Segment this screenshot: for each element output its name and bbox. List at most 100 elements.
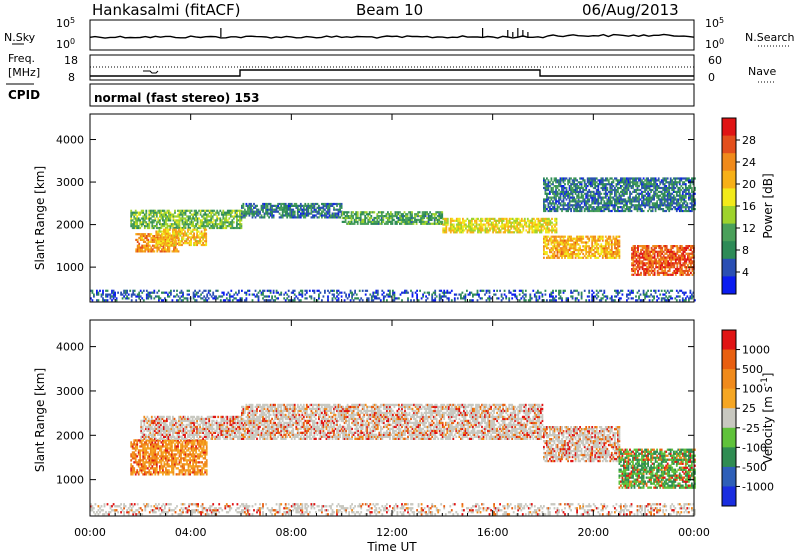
data-cell: [349, 222, 351, 225]
data-cell: [222, 211, 225, 214]
data-cell: [171, 299, 174, 302]
data-cell: [598, 183, 601, 186]
data-cell: [488, 289, 491, 292]
data-cell: [570, 252, 572, 256]
data-cell: [151, 219, 154, 222]
data-cell: [443, 291, 446, 294]
data-cell: [680, 248, 683, 251]
data-cell: [624, 183, 627, 186]
data-cell: [425, 299, 427, 302]
data-cell: [571, 243, 574, 246]
data-cell: [543, 219, 546, 222]
data-cell: [676, 250, 679, 253]
data-cell: [495, 221, 497, 224]
data-cell: [565, 249, 568, 252]
data-cell: [409, 213, 412, 216]
data-cell: [136, 221, 139, 224]
data-cell: [478, 227, 481, 230]
data-cell: [349, 291, 352, 294]
data-cell: [195, 215, 197, 218]
data-cell: [265, 208, 267, 211]
data-cell: [674, 206, 677, 209]
data-cell: [617, 241, 619, 244]
data-cell: [514, 225, 517, 228]
data-cell: [171, 223, 173, 226]
data-cell: [621, 181, 624, 184]
data-cell: [547, 185, 550, 188]
data-cell: [641, 200, 643, 203]
data-cell: [580, 206, 583, 209]
data-cell: [559, 204, 562, 207]
data-cell: [220, 211, 223, 214]
data-cell: [665, 177, 668, 180]
data-cell: [387, 211, 389, 214]
data-cell: [574, 249, 577, 252]
data-cell: [647, 209, 649, 213]
data-cell: [358, 289, 361, 292]
data-cell: [397, 211, 400, 214]
data-cell: [327, 210, 329, 213]
data-cell: [106, 289, 109, 292]
data-cell: [130, 293, 133, 296]
data-cell: [471, 227, 473, 230]
data-cell: [283, 214, 286, 217]
data-cell: [601, 247, 604, 250]
data-cell: [296, 210, 299, 213]
data-cell: [376, 297, 379, 300]
data-cell: [682, 246, 685, 250]
data-cell: [484, 231, 487, 234]
data-cell: [341, 216, 344, 220]
data-cell: [193, 236, 195, 239]
data-cell: [690, 256, 692, 259]
data-cell: [147, 242, 150, 245]
data-cell: [555, 231, 558, 234]
data-cell: [640, 252, 642, 255]
data-cell: [463, 225, 466, 228]
data-cell: [373, 295, 376, 298]
data-cell: [601, 254, 604, 257]
data-cell: [568, 196, 571, 199]
data-cell: [432, 216, 435, 220]
data-cell: [674, 177, 677, 180]
data-cell: [670, 266, 673, 269]
data-cell: [589, 190, 592, 193]
data-cell: [487, 297, 489, 300]
data-cell: [651, 183, 654, 186]
data-cell: [97, 293, 100, 296]
data-cell: [555, 181, 557, 184]
data-cell: [304, 212, 307, 215]
data-cell: [676, 245, 679, 248]
data-cell: [298, 299, 301, 302]
data-cell: [675, 183, 678, 186]
data-cell: [417, 218, 419, 221]
data-cell: [641, 256, 644, 259]
data-cell: [562, 177, 565, 180]
data-cell: [562, 202, 565, 205]
data-cell: [447, 299, 450, 302]
data-cell: [296, 206, 299, 209]
data-cell: [451, 217, 454, 220]
data-cell: [635, 185, 637, 188]
data-cell: [280, 291, 283, 294]
data-cell: [607, 198, 610, 201]
data-cell: [296, 216, 299, 219]
data-cell: [148, 235, 151, 238]
data-cell: [210, 225, 213, 228]
data-cell: [629, 183, 631, 186]
data-cell: [423, 216, 425, 220]
data-cell: [658, 245, 661, 248]
data-cell: [570, 190, 572, 193]
data-cell: [141, 248, 144, 251]
data-cell: [573, 188, 575, 192]
data-cell: [586, 237, 589, 240]
data-cell: [100, 295, 103, 298]
data-cell: [658, 246, 661, 250]
data-cell: [449, 217, 452, 220]
data-cell: [667, 266, 670, 269]
data-cell: [480, 225, 482, 228]
data-cell: [606, 206, 609, 209]
data-cell: [550, 204, 553, 207]
data-cell: [451, 229, 454, 232]
data-cell: [641, 260, 644, 263]
data-cell: [151, 250, 154, 253]
